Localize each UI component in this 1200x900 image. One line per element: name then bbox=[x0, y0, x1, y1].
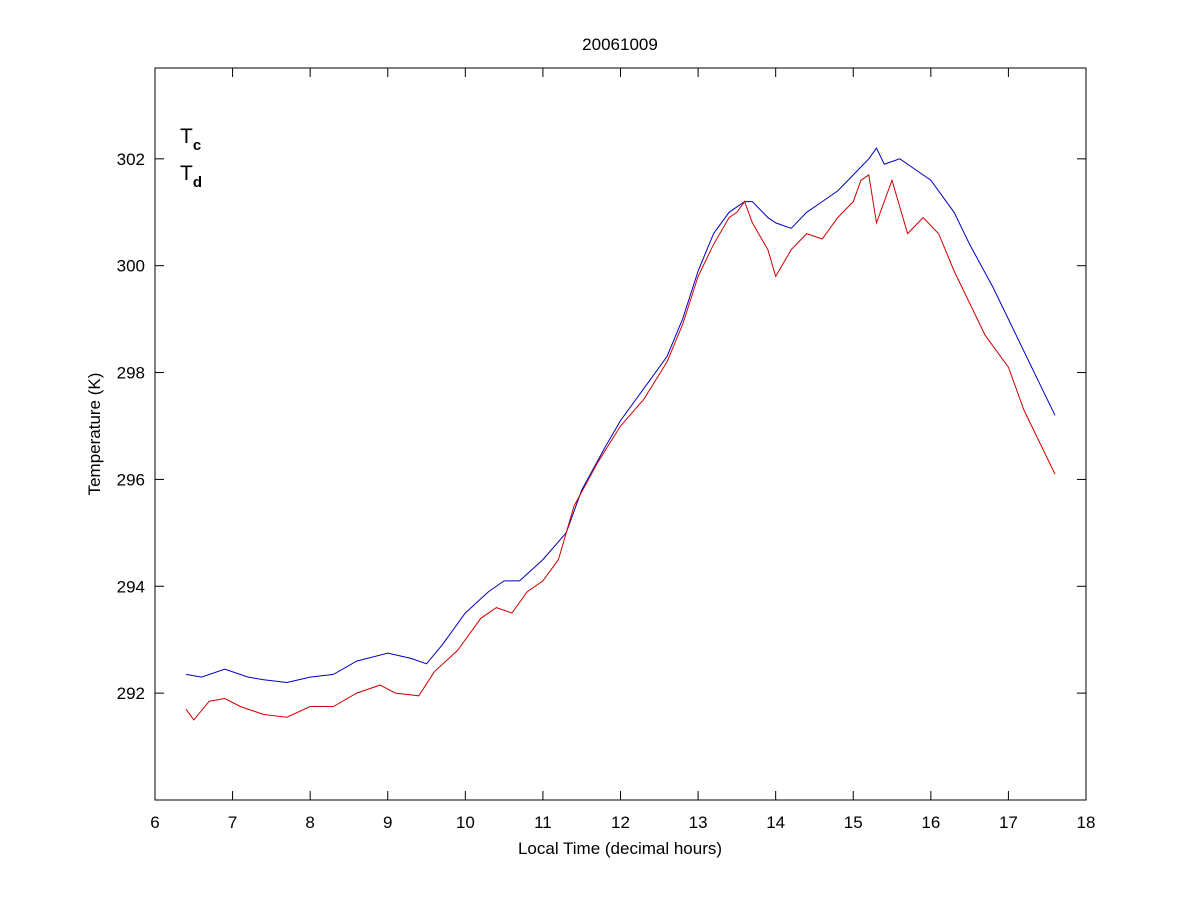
y-tick-label: 302 bbox=[117, 150, 145, 169]
x-tick-label: 10 bbox=[456, 813, 475, 832]
y-axis-label: Temperature (K) bbox=[85, 373, 104, 496]
x-tick-label: 9 bbox=[383, 813, 392, 832]
x-tick-label: 12 bbox=[611, 813, 630, 832]
x-tick-label: 11 bbox=[534, 813, 552, 832]
chart-title: 20061009 bbox=[582, 35, 658, 54]
x-tick-label: 16 bbox=[921, 813, 940, 832]
x-tick-label: 15 bbox=[844, 813, 863, 832]
x-tick-label: 7 bbox=[228, 813, 237, 832]
x-tick-label: 6 bbox=[150, 813, 159, 832]
y-tick-label: 298 bbox=[117, 364, 145, 383]
y-tick-label: 296 bbox=[117, 470, 145, 489]
x-axis-label: Local Time (decimal hours) bbox=[518, 839, 722, 858]
y-tick-label: 292 bbox=[117, 684, 145, 703]
line-series bbox=[185, 174, 1056, 721]
legend-entry: Td bbox=[180, 162, 202, 191]
x-tick-label: 18 bbox=[1077, 813, 1096, 832]
y-tick-label: 294 bbox=[117, 577, 145, 596]
x-tick-label: 13 bbox=[689, 813, 708, 832]
x-tick-label: 17 bbox=[999, 813, 1018, 832]
line-series bbox=[185, 147, 1056, 684]
x-tick-label: 14 bbox=[766, 813, 785, 832]
y-tick-label: 300 bbox=[117, 257, 145, 276]
x-tick-label: 8 bbox=[305, 813, 314, 832]
legend-entry: Tc bbox=[180, 125, 201, 154]
